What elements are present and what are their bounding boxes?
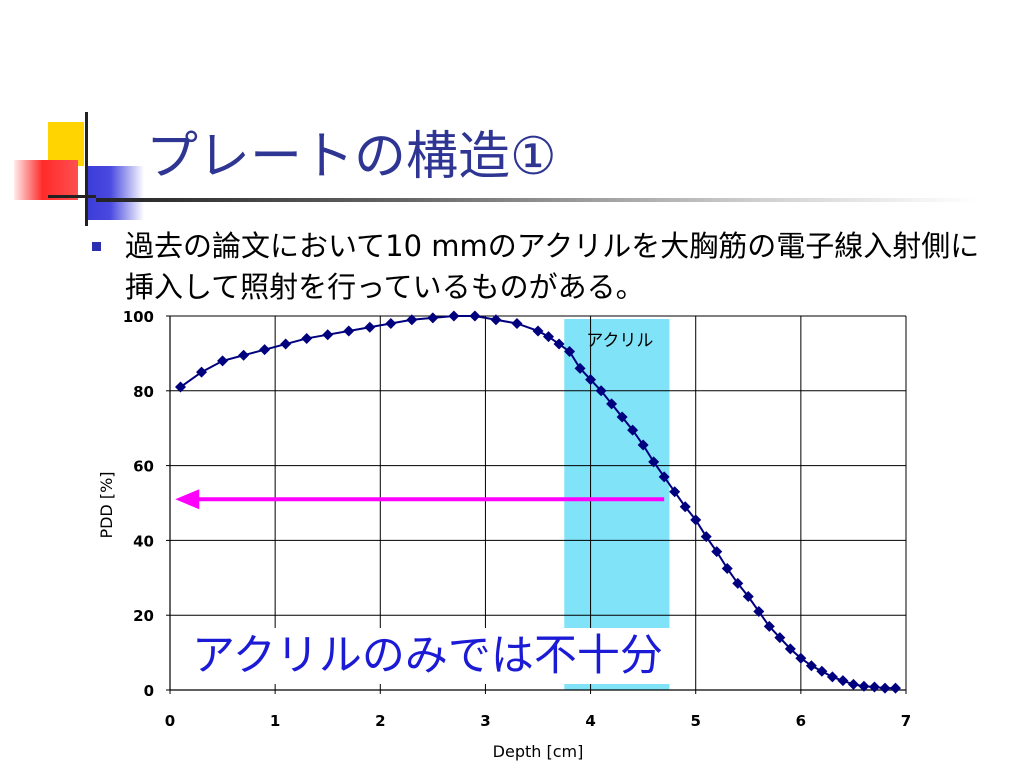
data-point [721, 562, 733, 574]
decor-blue-square [88, 166, 144, 220]
y-tick-label: 0 [144, 682, 154, 700]
bullet-marker [92, 242, 101, 251]
x-tick-label: 5 [690, 712, 700, 730]
callout-text: アクリルのみでは不十分 [186, 628, 675, 684]
data-point [616, 411, 628, 423]
data-point [868, 681, 880, 693]
data-point [406, 314, 418, 326]
y-tick-label: 80 [133, 383, 154, 401]
x-tick-label: 3 [480, 712, 490, 730]
data-point [889, 682, 901, 694]
acrylic-label: アクリル [586, 331, 653, 351]
decor-red-square [14, 160, 78, 200]
data-point [858, 680, 870, 692]
data-point [711, 546, 723, 558]
data-point [816, 665, 828, 677]
data-point [774, 632, 786, 644]
data-point [637, 439, 649, 451]
title-underline [96, 198, 976, 202]
y-tick-label: 40 [133, 532, 154, 550]
x-tick-label: 2 [375, 712, 385, 730]
data-point [679, 501, 691, 513]
data-point [196, 366, 208, 378]
data-point [343, 325, 355, 337]
data-point [606, 398, 618, 410]
y-axis-title: PDD [%] [97, 471, 116, 538]
data-point [490, 314, 502, 326]
data-point [648, 456, 660, 468]
decor-vertical-line [85, 112, 88, 226]
data-point [700, 531, 712, 543]
data-point [837, 675, 849, 687]
data-point [826, 671, 838, 683]
x-tick-label: 1 [270, 712, 280, 730]
data-point [385, 317, 397, 329]
x-tick-label: 6 [796, 712, 806, 730]
data-point [543, 331, 555, 343]
data-point [469, 310, 481, 322]
data-point [532, 325, 544, 337]
x-tick-label: 7 [901, 712, 911, 730]
bullet-text: 過去の論文において10 mmのアクリルを大胸筋の電子線入射側に挿入して照射を行っ… [125, 229, 980, 304]
data-point [732, 577, 744, 589]
data-point [658, 471, 670, 483]
x-tick-label: 4 [585, 712, 595, 730]
data-point [753, 605, 765, 617]
data-point [847, 678, 859, 690]
data-point [238, 349, 250, 361]
data-point [627, 424, 639, 436]
data-point [322, 329, 334, 341]
series-line [179, 315, 896, 690]
data-point [585, 374, 597, 386]
decor-horizontal-line [48, 195, 96, 198]
data-point [175, 381, 187, 393]
data-point [217, 355, 229, 367]
data-point [259, 344, 271, 356]
data-point [564, 346, 576, 358]
data-point [448, 310, 460, 322]
data-point [669, 486, 681, 498]
y-tick-label: 100 [123, 308, 154, 326]
data-point [553, 338, 565, 350]
data-point [364, 321, 376, 333]
data-point [795, 652, 807, 664]
data-point [595, 385, 607, 397]
y-tick-label: 60 [133, 458, 154, 476]
data-point [805, 660, 817, 672]
slide-title: プレートの構造① [146, 127, 557, 187]
decor-yellow-square [48, 122, 84, 166]
x-axis-title: Depth [cm] [493, 742, 584, 761]
x-tick-label: 0 [165, 712, 175, 730]
data-point [574, 362, 586, 374]
data-point [784, 643, 796, 655]
data-point [879, 682, 891, 694]
data-point [763, 620, 775, 632]
data-point [427, 312, 439, 324]
data-point [690, 514, 702, 526]
data-point [511, 317, 523, 329]
data-point [280, 338, 292, 350]
data-point [301, 332, 313, 344]
data-point [742, 591, 754, 602]
arrow-head [175, 489, 200, 510]
y-tick-label: 20 [133, 607, 154, 625]
